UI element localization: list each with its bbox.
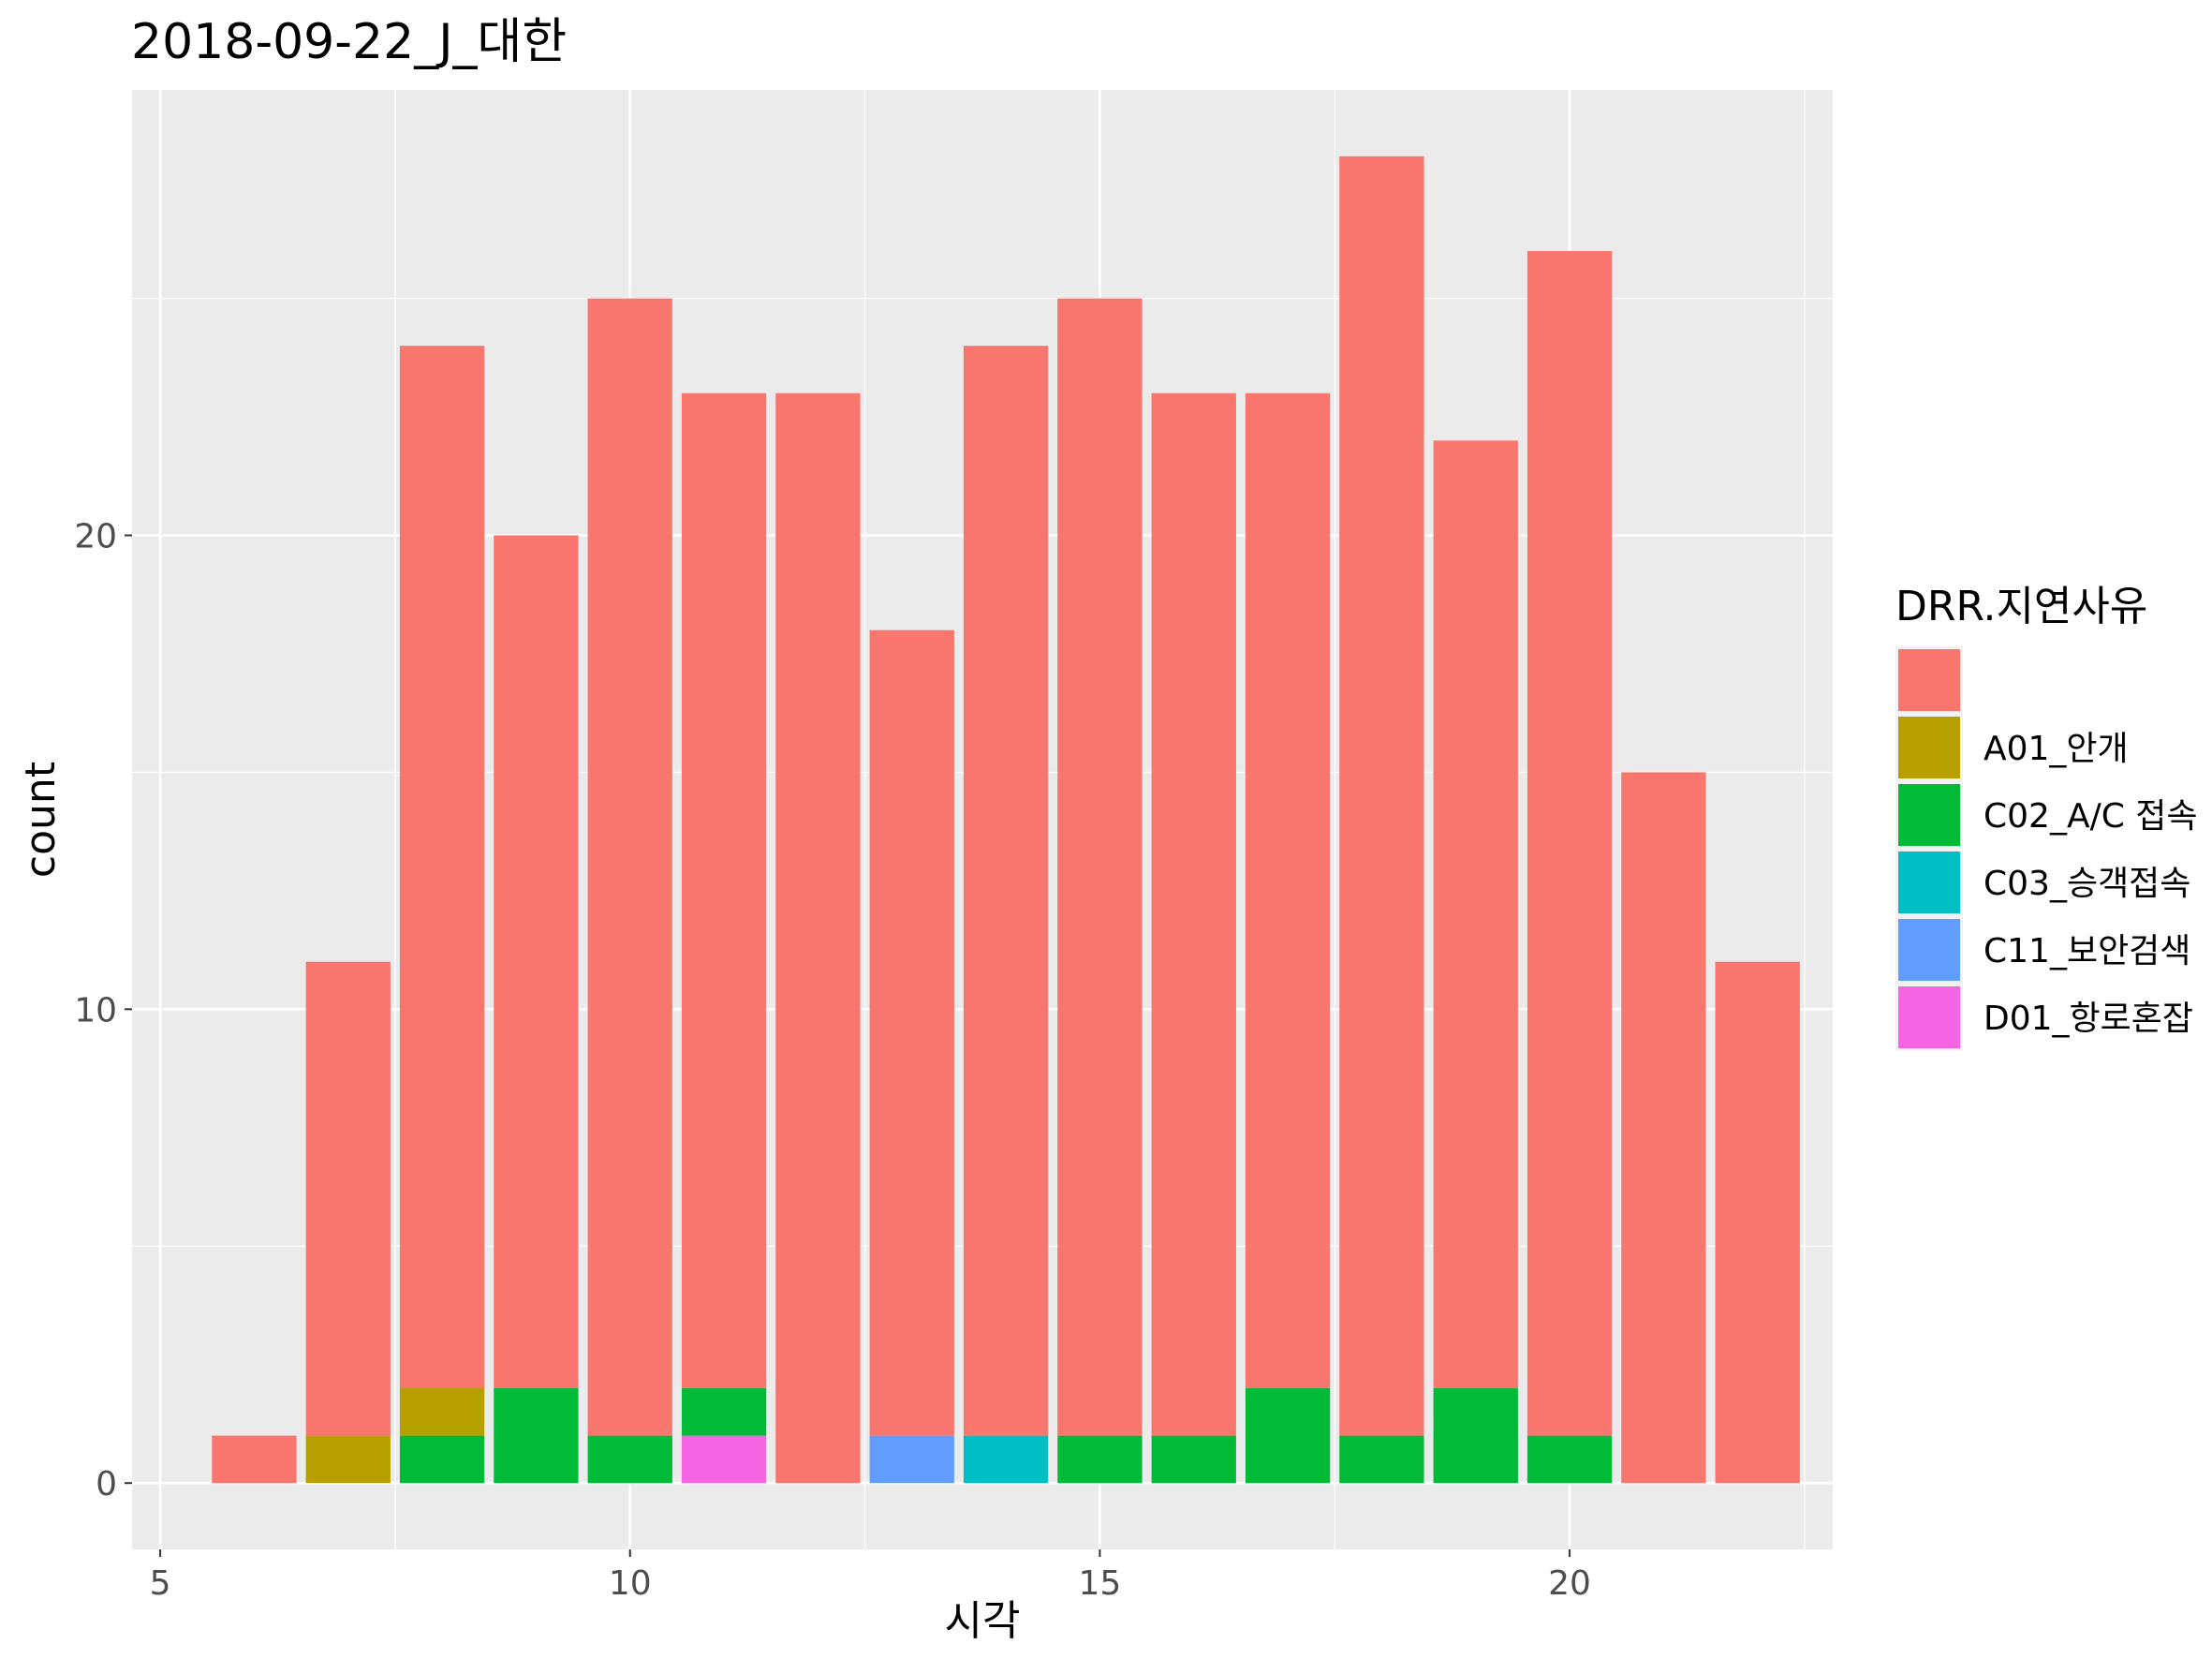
- x-tick-label: 5: [150, 1564, 171, 1603]
- bar-segment: [399, 346, 485, 1389]
- bar-segment: [1245, 1388, 1331, 1484]
- bar-segment: [1245, 393, 1331, 1389]
- legend-swatch: [1898, 852, 1960, 913]
- x-axis-title: 시각: [945, 1597, 1021, 1645]
- legend-item: A01_안개: [1895, 714, 2129, 781]
- legend-label: D01_항로혼잡: [1983, 1000, 2193, 1038]
- bar-segment: [1057, 1435, 1143, 1484]
- legend-swatch: [1898, 784, 1960, 846]
- legend-label: C11_보안검색: [1983, 932, 2190, 970]
- bar-layer: [212, 156, 1800, 1484]
- legend: DRR.지연사유 A01_안개 C02_A/C 접속 C03_승객접속 C11_보안검…: [1895, 583, 2198, 1051]
- legend-label: C02_A/C 접속: [1983, 797, 2198, 836]
- bar-segment: [1621, 772, 1706, 1484]
- y-tick-label: 20: [74, 517, 117, 555]
- bar-segment: [587, 298, 672, 1436]
- bar-segment: [681, 1435, 767, 1484]
- bar-segment: [494, 535, 579, 1389]
- bar-segment: [1057, 298, 1143, 1436]
- bar-segment: [775, 393, 861, 1484]
- legend-swatch: [1898, 919, 1960, 981]
- bar-segment: [212, 1435, 297, 1484]
- bar-segment: [963, 346, 1049, 1436]
- bar-segment: [399, 1388, 485, 1436]
- legend-swatch: [1898, 649, 1960, 711]
- bar-segment: [1526, 1435, 1613, 1484]
- legend-label: C03_승객접속: [1983, 865, 2190, 903]
- legend-title: DRR.지연사유: [1895, 583, 2147, 630]
- x-tick-label: 10: [609, 1564, 652, 1603]
- legend-item: D01_항로혼잡: [1895, 984, 2193, 1051]
- y-tick-label: 0: [96, 1465, 117, 1503]
- x-tick-label: 20: [1548, 1564, 1591, 1603]
- y-tick-label: 10: [74, 991, 117, 1029]
- bar-segment: [1715, 961, 1800, 1484]
- bar-segment: [1339, 156, 1424, 1436]
- legend-swatch: [1898, 717, 1960, 778]
- bar-segment: [681, 1388, 767, 1436]
- bar-segment: [494, 1388, 579, 1484]
- chart-title: 2018-09-22_J_대한: [131, 14, 567, 70]
- x-axis: 5 10 15 20: [150, 1549, 1591, 1603]
- y-axis-title: count: [17, 762, 65, 878]
- bar-segment: [399, 1435, 485, 1484]
- bar-segment: [869, 1435, 954, 1484]
- bar-segment: [1151, 393, 1236, 1436]
- bar-segment: [1151, 1435, 1236, 1484]
- x-tick-label: 15: [1079, 1564, 1122, 1603]
- bar-segment: [1433, 440, 1518, 1389]
- bar-segment: [1433, 1388, 1518, 1484]
- legend-label: A01_안개: [1983, 730, 2129, 768]
- legend-item: [1895, 646, 1963, 714]
- legend-item: C02_A/C 접속: [1895, 781, 2198, 849]
- bar-segment: [305, 961, 391, 1436]
- bar-segment: [963, 1435, 1049, 1484]
- legend-swatch: [1898, 986, 1960, 1048]
- legend-item: C03_승객접속: [1895, 849, 2190, 916]
- y-axis: 0 10 20: [74, 517, 132, 1503]
- bar-segment: [587, 1435, 672, 1484]
- bar-segment: [1339, 1435, 1424, 1484]
- bar-segment: [869, 630, 954, 1436]
- legend-item: C11_보안검색: [1895, 916, 2190, 984]
- bar-segment: [681, 393, 767, 1389]
- bar-segment: [305, 1435, 391, 1484]
- bar-segment: [1526, 250, 1613, 1436]
